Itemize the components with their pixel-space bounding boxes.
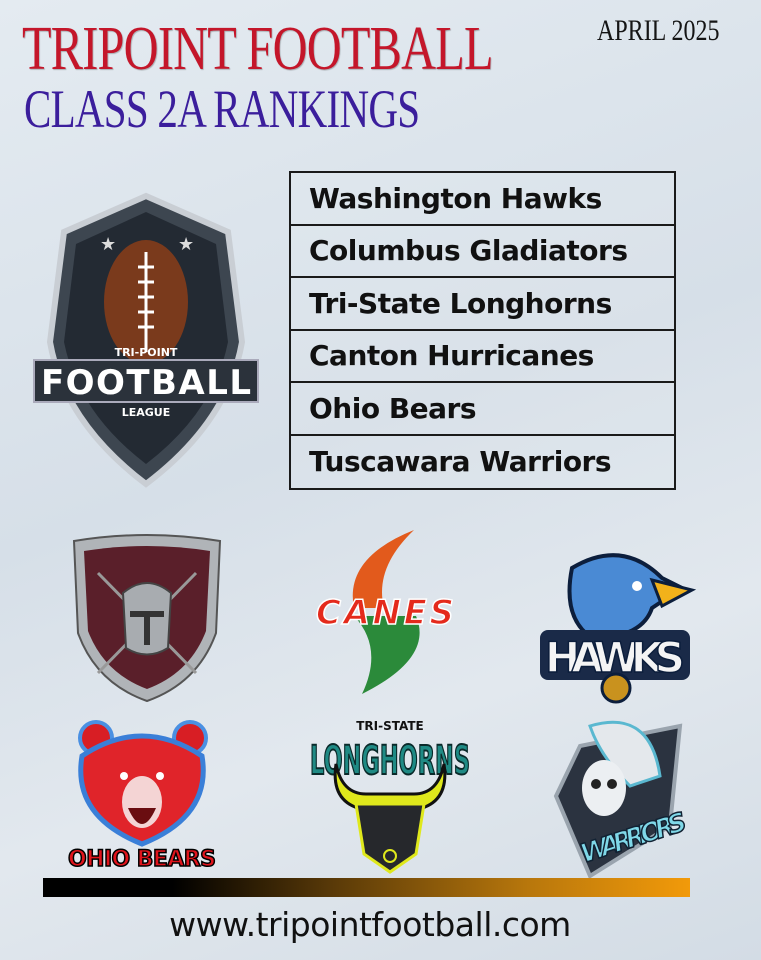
ranking-row-4: Canton Hurricanes	[291, 331, 674, 383]
svg-text:★: ★	[178, 234, 194, 254]
svg-text:★: ★	[100, 234, 116, 254]
svg-text:TRI-POINT: TRI-POINT	[115, 346, 178, 359]
canes-logo-text: CANES	[316, 593, 454, 633]
hawks-logo: HAWKS	[540, 553, 697, 704]
divider-bar	[43, 878, 690, 897]
longhorns-logo: TRI-STATE LONGHORNS	[309, 719, 471, 874]
league-logo: ★ ★ TRI-POINT FOOTBALL LEAGUE	[33, 192, 259, 488]
canes-logo: CANES	[315, 530, 455, 694]
website-url[interactable]: www.tripointfootball.com	[169, 905, 571, 944]
ohio-bears-logo: OHIO BEARS	[67, 720, 217, 873]
page-subtitle: CLASS 2A RANKINGS	[24, 79, 420, 139]
ranking-row-6: Tuscawara Warriors	[309, 445, 612, 479]
warriors-logo: WARRIORS	[553, 720, 690, 878]
date-label: APRIL 2025	[597, 14, 720, 47]
rankings-table: Washington Hawks Columbus Gladiators Tri…	[289, 171, 676, 490]
ranking-row-2: Columbus Gladiators	[291, 226, 674, 278]
svg-text:LEAGUE: LEAGUE	[122, 406, 171, 419]
gladiators-logo	[72, 534, 222, 703]
ranking-row-1: Washington Hawks	[291, 173, 674, 226]
svg-text:OHIO BEARS: OHIO BEARS	[68, 847, 216, 872]
page-title: TRIPOINT FOOTBALL	[22, 15, 494, 83]
svg-text:TRI-STATE: TRI-STATE	[356, 719, 424, 733]
ranking-row-3: Tri-State Longhorns	[291, 278, 674, 331]
ranking-row-5: Ohio Bears	[291, 383, 674, 436]
svg-text:FOOTBALL: FOOTBALL	[41, 363, 251, 403]
